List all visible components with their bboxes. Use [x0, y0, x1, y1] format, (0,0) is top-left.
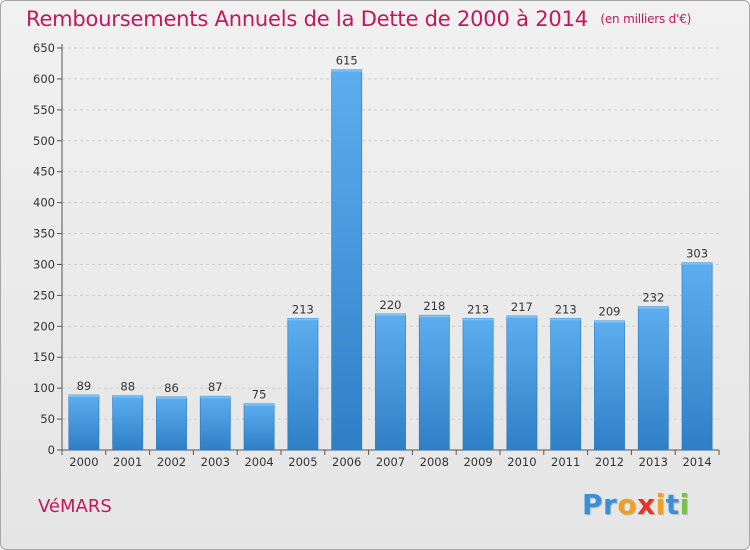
data-label: 615 — [336, 54, 358, 68]
bar-highlight — [681, 262, 713, 265]
bar — [462, 317, 494, 451]
x-tick-label: 2012 — [595, 455, 624, 469]
bar — [637, 306, 669, 451]
bar-highlight — [156, 396, 187, 399]
data-label: 86 — [164, 381, 179, 395]
bar — [68, 394, 100, 451]
bar-highlight — [243, 403, 275, 406]
bar-highlight — [112, 395, 143, 398]
bar — [287, 317, 319, 451]
data-label: 88 — [120, 380, 135, 394]
bar — [243, 403, 275, 451]
x-tick-label: 2013 — [639, 455, 668, 469]
logo-letter: i — [679, 488, 690, 521]
bar-highlight — [68, 394, 100, 397]
x-tick-label: 2007 — [376, 455, 405, 469]
data-label: 75 — [252, 388, 267, 402]
x-tick-label: 2006 — [332, 455, 361, 469]
bar — [418, 314, 450, 451]
data-label: 217 — [511, 300, 533, 314]
data-label: 87 — [208, 380, 223, 394]
y-tick-label: 450 — [33, 165, 55, 179]
y-tick-label: 600 — [33, 72, 55, 86]
data-label: 213 — [467, 302, 489, 316]
logo-letter: i — [655, 488, 666, 521]
y-tick-label: 250 — [33, 288, 55, 302]
data-label: 209 — [599, 305, 621, 319]
y-tick-label: 500 — [33, 134, 55, 148]
bar-highlight — [550, 318, 581, 321]
bar-highlight — [375, 313, 406, 316]
y-tick-labels: 0 50 100 150 200 250 300 350 400 450 500 550 600 650 — [33, 41, 55, 457]
logo-letter: o — [617, 488, 638, 521]
proxiti-logo: Proxiti — [582, 488, 690, 521]
bar — [331, 69, 363, 451]
data-label: 213 — [292, 302, 314, 316]
logo-letter: x — [637, 488, 656, 521]
x-tick-label: 2005 — [288, 455, 317, 469]
x-tick-label: 2008 — [420, 455, 449, 469]
data-label: 303 — [686, 247, 708, 261]
y-tick-label: 150 — [33, 350, 55, 364]
x-tick-label: 2001 — [113, 455, 142, 469]
bar-highlight — [331, 69, 362, 72]
x-tick-label: 2003 — [201, 455, 230, 469]
data-label: 220 — [380, 298, 402, 312]
x-tick-label: 2002 — [157, 455, 186, 469]
bar — [375, 313, 406, 451]
logo-letter: r — [603, 488, 618, 521]
bar — [112, 395, 144, 451]
x-tick-labels: 2000 2001 2002 2003 2004 2005 2006 2007 2008 2009… — [69, 455, 711, 469]
bar-highlight — [506, 315, 538, 318]
bar-highlight — [200, 396, 231, 399]
bar-highlight — [287, 318, 319, 321]
y-tick-label: 100 — [33, 381, 55, 395]
data-label: 232 — [642, 291, 664, 305]
bar-highlight — [638, 306, 669, 309]
chart-title-unit: (en milliers d'€) — [600, 12, 692, 26]
logo-letter: t — [665, 488, 680, 521]
y-tick-label: 400 — [33, 196, 55, 210]
x-tick-label: 2000 — [69, 455, 98, 469]
data-label: 89 — [77, 379, 92, 393]
x-tick-label: 2011 — [551, 455, 580, 469]
bar-highlight — [594, 320, 625, 323]
x-tick-label: 2014 — [682, 455, 711, 469]
y-tick-label: 200 — [33, 319, 55, 333]
y-tick-label: 0 — [48, 443, 55, 457]
bar — [156, 396, 187, 451]
data-label: 213 — [555, 302, 577, 316]
y-tick-label: 550 — [33, 103, 55, 117]
bar-highlight — [419, 315, 450, 318]
y-tick-label: 50 — [40, 412, 55, 426]
bar — [550, 317, 582, 451]
data-labels: 89 88 86 87 75 213 615 220 218 213 217 213 209 232 303 — [77, 54, 708, 402]
y-tick-label: 350 — [33, 227, 55, 241]
bar — [506, 315, 538, 451]
city-name: VéMARS — [38, 496, 112, 517]
bar-highlight — [462, 318, 494, 321]
bars — [68, 69, 713, 451]
bar — [681, 262, 713, 451]
logo-letter: P — [582, 488, 604, 521]
y-tick-label: 650 — [33, 41, 55, 55]
bar — [199, 395, 231, 451]
x-tick-label: 2009 — [463, 455, 492, 469]
x-tick-label: 2004 — [244, 455, 273, 469]
bar — [594, 320, 625, 451]
chart-title: Remboursements Annuels de la Dette de 20… — [26, 7, 691, 31]
x-tick-label: 2010 — [507, 455, 536, 469]
data-label: 218 — [423, 299, 445, 313]
chart-title-main: Remboursements Annuels de la Dette de 20… — [26, 7, 588, 31]
y-tick-label: 300 — [33, 257, 55, 271]
